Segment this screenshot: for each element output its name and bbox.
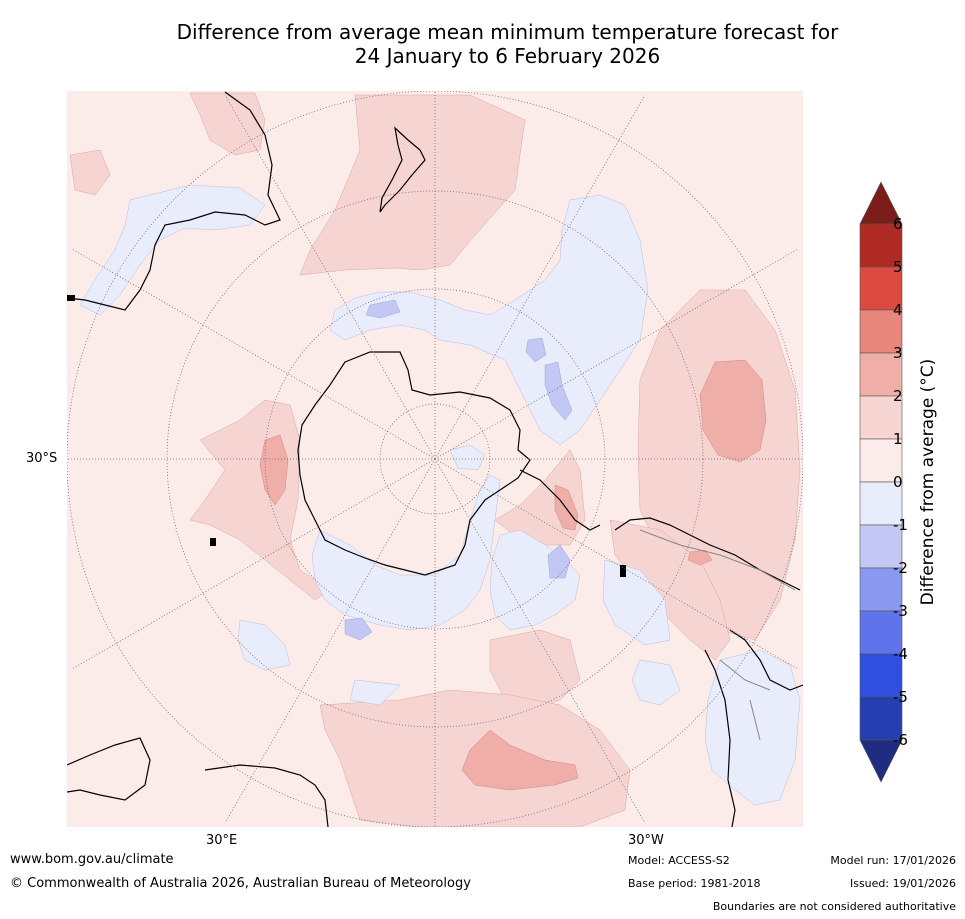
colorbar-bin-3-to-4	[859, 309, 903, 354]
antarctic-peninsula	[519, 469, 601, 531]
footer-website[interactable]: www.bom.gov.au/climate	[10, 852, 174, 867]
longitude-lines	[67, 91, 803, 827]
footer-issued: Issued: 19/01/2026	[849, 877, 956, 890]
colorbar-tick: -4	[893, 645, 908, 663]
colorbar-bin-below-minus6	[859, 739, 903, 783]
chart-title: Difference from average mean minimum tem…	[0, 20, 965, 68]
colorbar-tick: 4	[893, 301, 903, 319]
map-panel	[67, 91, 803, 827]
colorbar-bin-1-to-2	[859, 395, 903, 440]
colorbar-tick: -1	[893, 516, 908, 534]
title-line-1: Difference from average mean minimum tem…	[176, 20, 839, 44]
colorbar-tick: -3	[893, 602, 908, 620]
colorbar-tick: 5	[893, 258, 903, 276]
colorbar-tick: 6	[893, 215, 903, 233]
colorbar-tick: 2	[893, 387, 903, 405]
island-marker	[210, 538, 216, 546]
colorbar-tick: 1	[893, 430, 903, 448]
australia-coastline	[67, 91, 281, 311]
lat-label-30s: 30°S	[26, 451, 58, 466]
new-zealand-coastline	[379, 126, 426, 213]
colorbar-bin-5-to-6	[859, 223, 903, 268]
colorbar-bin-4-to-5	[859, 266, 903, 311]
lon-label-30w: 30°W	[628, 833, 664, 848]
colorbar-tick: -2	[893, 559, 908, 577]
madagascar-coastline	[204, 764, 329, 827]
antarctica-coastline	[297, 351, 531, 576]
colorbar	[859, 181, 903, 783]
colorbar-tick: 0	[893, 473, 903, 491]
colorbar-bin-0-to-1	[859, 438, 903, 483]
lon-label-30e: 30°E	[206, 833, 238, 848]
title-line-2: 24 January to 6 February 2026	[354, 44, 661, 68]
colorbar-bin-minus1-to-0	[859, 481, 903, 526]
footer-model-run: Model run: 17/01/2026	[830, 854, 956, 867]
colorbar-bin-minus4-to-minus3	[859, 610, 903, 655]
island-marker	[620, 565, 626, 577]
country-borders	[639, 529, 796, 741]
south-america-east-coast	[704, 649, 736, 827]
footer-model: Model: ACCESS-S2	[628, 854, 730, 867]
colorbar-bin-minus6-to-minus5	[859, 696, 903, 741]
colorbar-tick: 3	[893, 344, 903, 362]
colorbar-tick: -6	[893, 731, 908, 749]
colorbar-tick: -5	[893, 688, 908, 706]
south-america-west-coast	[729, 629, 803, 691]
colorbar-bin-minus5-to-minus4	[859, 653, 903, 698]
footer-base-period: Base period: 1981-2018	[628, 877, 761, 890]
south-america-coastline	[614, 517, 801, 591]
africa-coastline	[67, 737, 151, 801]
colorbar-label: Difference from average (°C)	[918, 358, 938, 606]
island-marker	[67, 295, 75, 301]
anomaly-2-to-3-regions	[259, 359, 767, 791]
colorbar-bin-2-to-3	[859, 352, 903, 397]
footer-copyright: © Commonwealth of Australia 2026, Austra…	[10, 876, 471, 891]
colorbar-bin-minus3-to-minus2	[859, 567, 903, 612]
footer-disclaimer: Boundaries are not considered authoritat…	[712, 900, 956, 913]
